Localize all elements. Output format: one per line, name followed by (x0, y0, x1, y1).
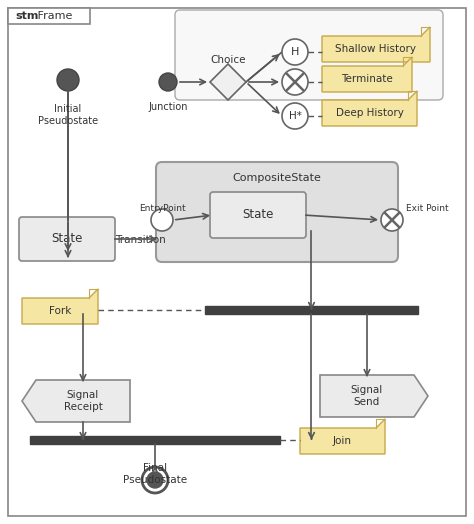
Text: H: H (291, 47, 299, 57)
FancyBboxPatch shape (156, 162, 398, 262)
Circle shape (142, 467, 168, 493)
Polygon shape (8, 8, 90, 24)
Polygon shape (322, 27, 430, 62)
Circle shape (381, 209, 403, 231)
Text: Junction: Junction (148, 102, 188, 112)
Bar (30, 436, 280, 444)
Text: Final
Pseudostate: Final Pseudostate (123, 463, 187, 485)
Text: Shallow History: Shallow History (336, 44, 417, 54)
Polygon shape (322, 57, 412, 92)
Text: Exit Point: Exit Point (406, 204, 448, 213)
Text: State: State (51, 233, 82, 246)
Text: Join: Join (333, 436, 352, 446)
Text: Terminate: Terminate (341, 74, 393, 84)
Polygon shape (22, 289, 98, 324)
Circle shape (57, 69, 79, 91)
Text: Choice: Choice (210, 55, 246, 65)
Circle shape (147, 472, 163, 488)
FancyBboxPatch shape (19, 217, 115, 261)
Text: Signal
Send: Signal Send (351, 385, 383, 407)
Circle shape (282, 39, 308, 65)
Polygon shape (320, 375, 428, 417)
Text: EntryPoint: EntryPoint (139, 204, 185, 213)
Polygon shape (210, 64, 246, 100)
Circle shape (282, 69, 308, 95)
Text: State: State (242, 209, 273, 222)
Circle shape (282, 103, 308, 129)
Text: Transition: Transition (115, 235, 165, 245)
Text: H*: H* (289, 111, 301, 121)
Text: Frame: Frame (34, 11, 73, 21)
Text: CompositeState: CompositeState (233, 173, 321, 183)
Circle shape (151, 209, 173, 231)
Text: Deep History: Deep History (336, 108, 403, 118)
Text: Initial
Pseudostate: Initial Pseudostate (38, 104, 98, 126)
FancyBboxPatch shape (175, 10, 443, 100)
Polygon shape (322, 91, 417, 126)
FancyBboxPatch shape (210, 192, 306, 238)
Circle shape (159, 73, 177, 91)
Bar (205, 306, 418, 314)
Polygon shape (300, 419, 385, 454)
Text: Signal
Receipt: Signal Receipt (64, 390, 102, 412)
Polygon shape (22, 380, 130, 422)
Text: Fork: Fork (49, 306, 71, 316)
Text: stm: stm (15, 11, 38, 21)
